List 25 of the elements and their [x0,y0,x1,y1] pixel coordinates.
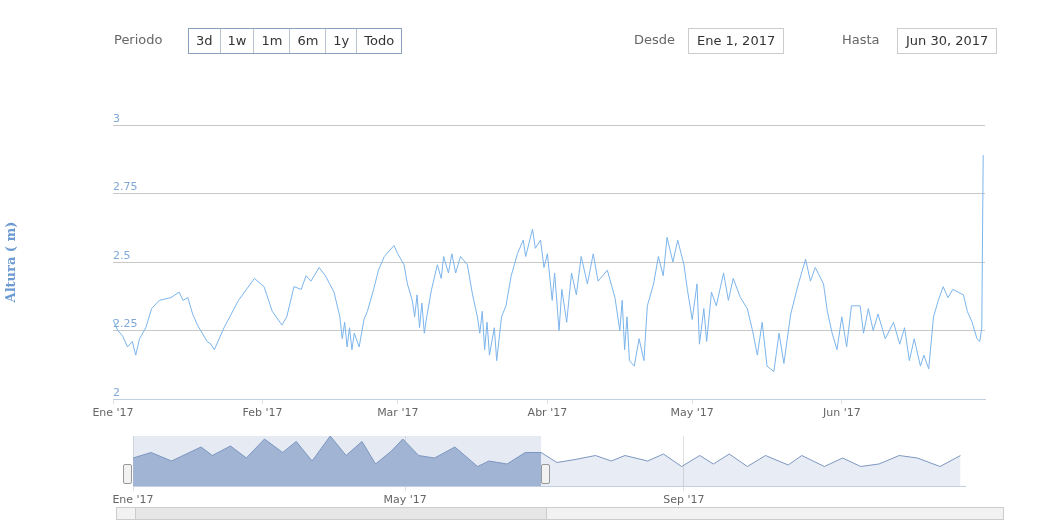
text: Desde [634,31,676,49]
text: Todo [363,32,396,50]
y-axis-title: Altura ( m) [3,221,19,304]
text: Hasta [842,31,880,49]
x-tick-label: Ene '17 [112,493,154,507]
x-tick-label: Abr '17 [527,406,568,420]
x-tick-label: May '17 [670,406,714,420]
x-tick-label: Jun '17 [821,406,861,420]
text: 1w [220,29,255,53]
x-tick-label: Feb '17 [242,406,283,420]
x-tick-label: Mar '17 [377,406,419,420]
x-tick-label: May '17 [383,493,427,507]
text: 6m [290,29,327,53]
y-tick-label: 2.75 [113,180,138,194]
y-tick-label: 3 [113,111,120,125]
text: Jun 30, 2017 [897,28,998,54]
text: 3d [189,29,221,53]
text: 1m [254,29,291,53]
y-tick-label: 2.5 [113,248,131,262]
text: Ene 1, 2017 [688,28,785,54]
text: 1y [326,29,358,53]
x-tick-label: Sep '17 [663,493,705,507]
x-tick-label: Ene '17 [92,406,134,420]
text: Periodo [114,31,163,49]
y-tick-label: 2 [113,385,120,399]
